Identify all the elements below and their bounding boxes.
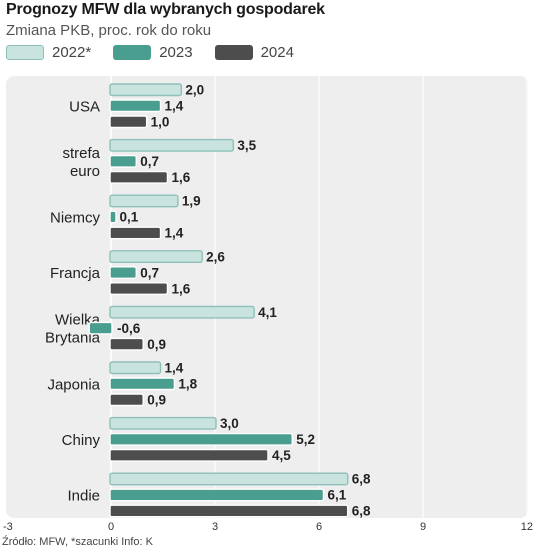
legend-item-2022: 2022* [6,44,91,61]
bar-2022 [109,83,183,97]
bar-2023 [109,432,293,446]
data-label: 2,6 [206,249,225,264]
data-label: 1,0 [151,115,170,130]
data-label: 1,6 [171,170,190,185]
bar-2023 [109,99,162,113]
x-tick-label: 6 [316,521,322,533]
data-label: 0,9 [147,393,166,408]
bar-2024 [109,337,144,351]
data-label: 6,8 [352,504,371,519]
legend-item-2024: 2024 [214,44,294,61]
bar-2024 [109,170,169,184]
data-label: 0,9 [147,337,166,352]
bar-2023 [109,377,176,391]
category-label: Brytania [45,330,101,347]
data-label: 5,2 [296,432,315,447]
x-tick-label: 3 [212,521,218,533]
category-label: Indie [67,487,100,504]
data-label: 0,7 [140,154,159,169]
bar-2024 [109,393,144,407]
legend: 2022* 2023 2024 [6,44,316,61]
legend-swatch-2022 [6,45,44,60]
data-label: 1,8 [178,377,197,392]
data-label: 1,9 [182,194,201,209]
bar-2024 [109,504,349,518]
legend-label-2024: 2024 [260,44,294,61]
bar-2023 [109,266,137,279]
bar-2022 [109,138,235,152]
category-label: Japonia [47,376,100,393]
bar-2023 [109,154,137,168]
data-label: 4,5 [272,448,291,463]
bar-2023 [109,210,117,224]
x-tick-label: -3 [3,521,13,533]
data-label: -0,6 [117,321,141,336]
bar-2024 [109,282,169,295]
data-label: 1,4 [165,99,184,114]
legend-item-2023: 2023 [113,44,193,61]
legend-label-2022: 2022* [52,44,92,61]
category-label: Francja [50,265,101,282]
data-label: 1,4 [165,361,184,376]
legend-swatch-2023 [113,45,152,60]
legend-swatch-2024 [214,45,253,60]
x-tick-label: 9 [420,521,426,533]
plot-panel [6,76,528,518]
x-tick-label: 12 [521,521,533,533]
bar-2022 [109,250,203,264]
chart-subtitle: Zmiana PKB, proc. rok do roku [6,22,212,39]
legend-label-2023: 2023 [159,44,193,61]
bar-2022 [109,194,179,208]
bar-2023 [109,488,325,502]
bar-2022 [109,361,162,375]
data-label: 3,0 [220,416,239,431]
bar-2024 [109,448,269,462]
bar-2022 [109,305,255,319]
data-label: 0,1 [119,210,138,225]
data-label: 6,1 [327,488,346,503]
bar-2022 [109,472,349,486]
category-label: USA [69,98,100,115]
data-label: 2,0 [185,83,204,98]
chart-title: Prognozy MFW dla wybranych gospodarek [6,1,325,18]
data-label: 1,6 [171,281,190,296]
category-label: euro [70,163,100,180]
category-label: Niemcy [50,209,101,226]
data-label: 6,8 [352,472,371,487]
category-label: Chiny [62,432,101,449]
bar-2022 [109,416,217,430]
data-label: 1,4 [165,226,184,241]
data-label: 4,1 [258,305,277,320]
x-tick-label: 0 [108,521,114,533]
bar-2024 [109,115,148,129]
bar-2024 [109,226,162,240]
category-label: strefa [62,145,100,162]
data-label: 3,5 [237,138,256,153]
bar-2023 [88,321,113,335]
source-note: Źródło: MFW, *szacunki Info: K [2,536,153,548]
data-label: 0,7 [140,265,159,280]
